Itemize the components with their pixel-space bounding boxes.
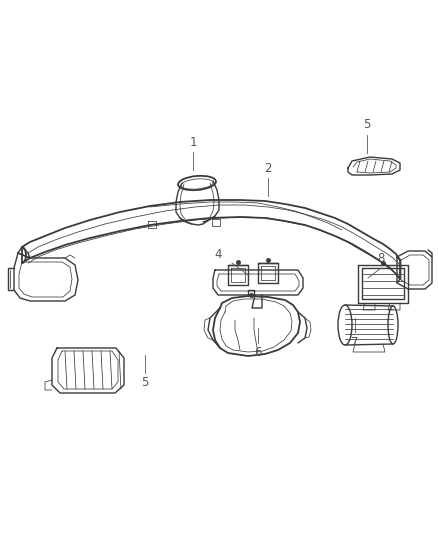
Text: 1: 1	[189, 135, 197, 149]
Text: 5: 5	[363, 118, 371, 132]
Text: 8: 8	[377, 252, 385, 264]
Text: 4: 4	[214, 248, 222, 262]
Text: 5: 5	[141, 376, 148, 390]
Text: 2: 2	[264, 161, 272, 174]
Text: 7: 7	[351, 335, 359, 349]
Text: 6: 6	[254, 346, 262, 359]
